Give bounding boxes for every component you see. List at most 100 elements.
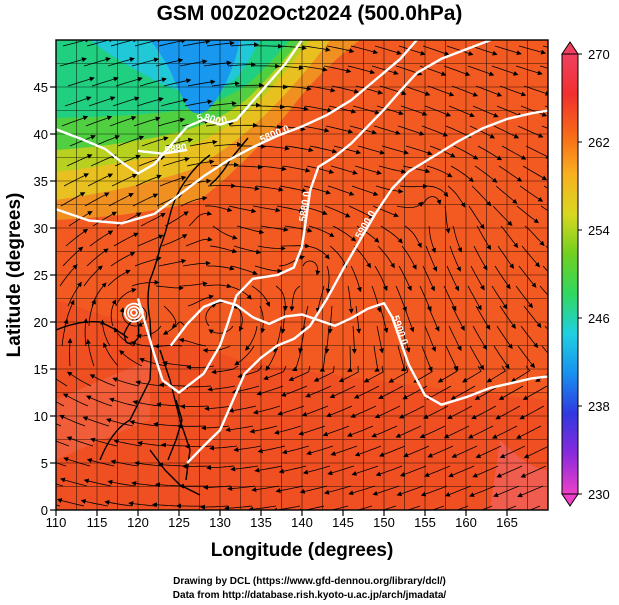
streamline bbox=[298, 425, 326, 436]
streamline bbox=[229, 122, 258, 128]
streamline bbox=[325, 265, 331, 294]
streamline bbox=[56, 423, 62, 427]
streamline bbox=[306, 165, 335, 174]
y-tick-label: 15 bbox=[34, 362, 48, 377]
streamline bbox=[451, 445, 478, 458]
streamline bbox=[236, 225, 265, 235]
streamline bbox=[519, 185, 544, 202]
streamline bbox=[63, 173, 89, 187]
streamline bbox=[278, 465, 307, 474]
streamline bbox=[285, 145, 314, 153]
streamline bbox=[452, 225, 463, 253]
streamline bbox=[162, 321, 186, 335]
streamline bbox=[323, 65, 352, 74]
streamline bbox=[209, 445, 238, 451]
streamline bbox=[282, 165, 311, 173]
streamline bbox=[152, 502, 181, 508]
streamline bbox=[185, 236, 213, 247]
streamline bbox=[90, 437, 118, 447]
credit-data: Data from http://database.rish.kyoto-u.a… bbox=[172, 590, 447, 601]
streamline bbox=[308, 225, 335, 238]
streamline bbox=[257, 245, 286, 252]
streamline bbox=[420, 485, 448, 497]
streamline bbox=[456, 505, 469, 510]
streamline bbox=[277, 125, 306, 132]
streamline bbox=[93, 134, 121, 147]
streamline bbox=[355, 305, 362, 334]
streamline bbox=[238, 143, 266, 149]
streamline bbox=[178, 337, 207, 347]
streamline bbox=[230, 42, 259, 48]
streamline bbox=[231, 185, 260, 191]
streamline bbox=[396, 485, 424, 497]
colorbar-tick-label: 262 bbox=[588, 135, 610, 150]
streamline bbox=[324, 485, 352, 495]
streamline bbox=[324, 325, 330, 354]
streamline bbox=[301, 405, 329, 417]
streamline bbox=[140, 213, 166, 227]
streamline bbox=[376, 325, 384, 354]
streamline bbox=[523, 446, 548, 459]
streamline bbox=[469, 125, 496, 139]
streamline bbox=[182, 40, 211, 47]
streamline bbox=[159, 382, 187, 388]
streamline bbox=[189, 139, 218, 147]
streamline bbox=[89, 230, 114, 247]
streamline bbox=[128, 501, 157, 507]
streamline bbox=[59, 57, 87, 67]
streamline bbox=[493, 125, 520, 139]
streamline bbox=[517, 485, 544, 498]
streamline bbox=[253, 124, 282, 130]
streamline bbox=[301, 305, 309, 334]
streamline bbox=[158, 258, 187, 267]
streamline bbox=[327, 465, 355, 476]
streamline bbox=[257, 445, 286, 454]
streamline bbox=[499, 305, 516, 330]
streamline bbox=[251, 285, 271, 308]
streamline bbox=[541, 345, 548, 354]
streamline bbox=[82, 416, 110, 427]
streamline bbox=[224, 505, 253, 510]
streamline bbox=[351, 185, 379, 196]
streamline bbox=[444, 485, 472, 497]
streamline bbox=[296, 505, 325, 510]
streamline bbox=[115, 287, 137, 307]
streamline bbox=[476, 225, 492, 251]
x-tick-label: 140 bbox=[291, 515, 313, 530]
streamline bbox=[302, 260, 321, 276]
streamline bbox=[472, 465, 499, 478]
streamline bbox=[62, 393, 89, 407]
streamline bbox=[91, 76, 119, 87]
streamline bbox=[324, 205, 351, 218]
streamline bbox=[422, 45, 450, 56]
streamline bbox=[100, 319, 111, 347]
streamline bbox=[104, 499, 133, 507]
streamline bbox=[274, 425, 302, 435]
streamline bbox=[443, 425, 470, 439]
streamline bbox=[225, 425, 254, 433]
credit-drawing: Drawing by DCL (https://www.gfd-dennou.o… bbox=[173, 576, 446, 587]
streamline bbox=[541, 125, 548, 129]
streamline bbox=[397, 125, 425, 136]
streamline bbox=[348, 205, 375, 219]
streamline bbox=[328, 105, 357, 114]
streamline bbox=[201, 425, 230, 431]
colorbar-bottom-arrow bbox=[561, 493, 579, 507]
streamline bbox=[529, 505, 541, 510]
streamline bbox=[131, 57, 160, 67]
colorbar-top-arrow bbox=[561, 41, 579, 55]
streamline bbox=[517, 345, 536, 369]
streamline bbox=[371, 65, 399, 75]
streamline bbox=[228, 205, 257, 214]
streamline bbox=[372, 485, 400, 496]
streamline bbox=[520, 465, 547, 478]
streamline bbox=[374, 405, 401, 419]
streamline bbox=[141, 136, 169, 147]
x-tick-label: 130 bbox=[209, 515, 231, 530]
streamline bbox=[278, 45, 307, 51]
streamline bbox=[374, 45, 402, 55]
streamline bbox=[161, 234, 188, 247]
streamline bbox=[540, 205, 548, 212]
streamline bbox=[504, 505, 517, 510]
streamline bbox=[280, 105, 309, 112]
